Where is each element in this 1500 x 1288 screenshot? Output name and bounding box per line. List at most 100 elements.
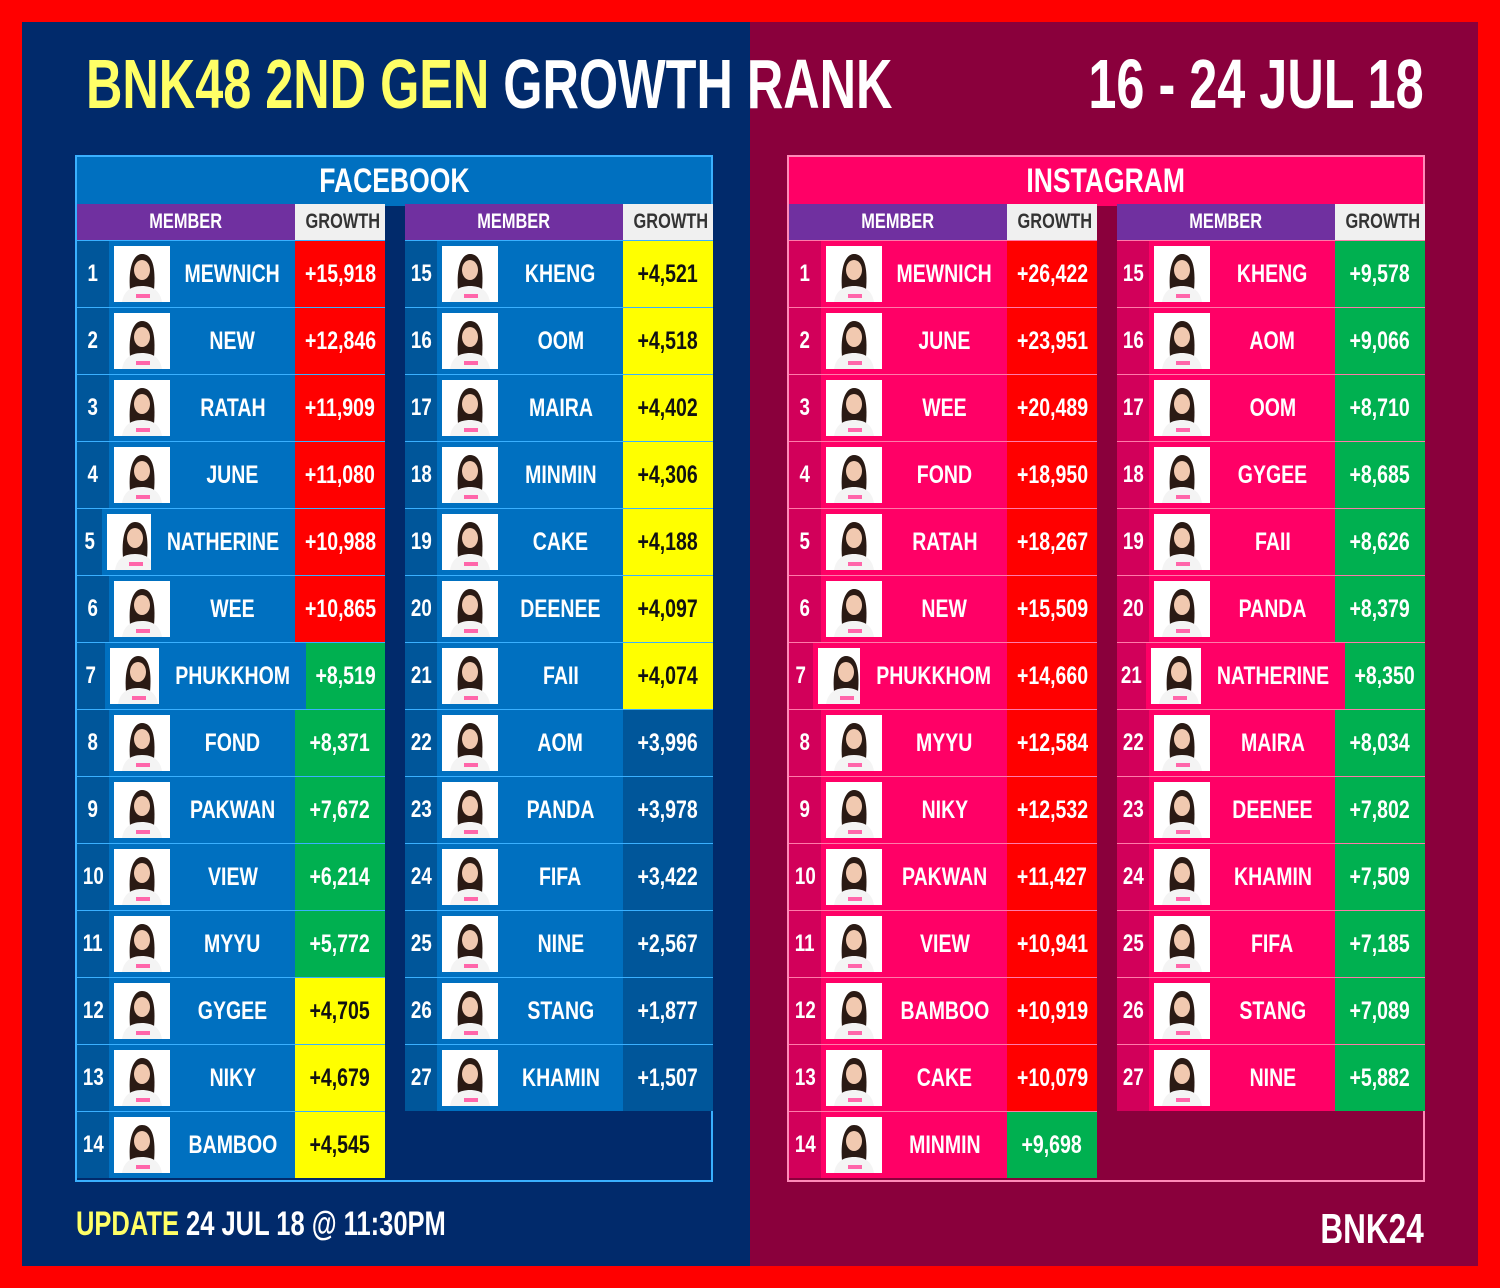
- rank: 18: [405, 442, 437, 508]
- title-highlight: BNK48 2ND GEN: [86, 45, 490, 123]
- growth-value-text: +8,350: [1354, 662, 1415, 690]
- growth-value-text: +9,578: [1349, 260, 1411, 288]
- growth-value-text: +7,185: [1349, 930, 1411, 958]
- growth-value-text: +5,882: [1349, 1064, 1411, 1092]
- growth-value: +1,507: [623, 1045, 713, 1111]
- member-name-text: STANG: [1239, 997, 1306, 1025]
- growth-value: +11,909: [295, 375, 385, 441]
- growth-value-text: +11,427: [1017, 863, 1087, 891]
- rank: 4: [77, 442, 109, 508]
- rank: 3: [77, 375, 109, 441]
- member-name: MYYU: [170, 911, 295, 977]
- member-name: RATAH: [882, 509, 1007, 575]
- member-name: BAMBOO: [170, 1112, 295, 1178]
- member-name: DEENEE: [1210, 777, 1335, 843]
- growth-value: +10,865: [295, 576, 385, 642]
- member-name-text: FIFA: [1251, 930, 1294, 958]
- member-name-text: OOM: [537, 327, 584, 355]
- member-name-text: KHENG: [525, 260, 596, 288]
- member-name: OOM: [498, 308, 623, 374]
- rank-text: 4: [87, 461, 99, 488]
- member-name: FIFA: [1210, 911, 1335, 977]
- growth-value: +8,379: [1335, 576, 1425, 642]
- member-name-text: PHUKKHOM: [875, 662, 991, 690]
- member-photo-icon: [826, 246, 882, 302]
- growth-value: +11,080: [295, 442, 385, 508]
- member-name-text: NIKY: [209, 1064, 256, 1092]
- growth-value: +10,919: [1007, 978, 1097, 1044]
- member-photo-icon: [114, 1117, 170, 1173]
- member-photo-icon: [114, 715, 170, 771]
- growth-value-text: +8,626: [1349, 528, 1411, 556]
- growth-header-text: GROWTH: [305, 210, 381, 233]
- growth-header: GROWTH: [1007, 204, 1097, 240]
- rank-text: 10: [794, 863, 816, 890]
- member-name-text: AOM: [1249, 327, 1296, 355]
- member-name-text: PHUKKHOM: [175, 662, 291, 690]
- growth-value: +8,350: [1344, 643, 1426, 709]
- growth-value-text: +4,097: [637, 595, 699, 623]
- instagram-title: INSTAGRAM: [789, 157, 1423, 206]
- table-header: MEMBER GROWTH: [77, 204, 385, 240]
- member-photo-icon: [1154, 514, 1210, 570]
- rank-text: 9: [87, 796, 99, 823]
- growth-value-text: +10,865: [305, 595, 377, 623]
- table-row: 5 RATAH +18,267: [789, 508, 1097, 575]
- member-photo-icon: [826, 313, 882, 369]
- member-name: NATHERINE: [1201, 643, 1345, 709]
- table-row: 8 FOND +8,371: [77, 709, 385, 776]
- member-photo-icon: [110, 648, 160, 704]
- growth-value: +4,188: [623, 509, 713, 575]
- rank-text: 17: [1122, 394, 1144, 421]
- brand-logo: BNK24: [1320, 1205, 1424, 1252]
- member-photo-icon: [442, 514, 498, 570]
- rank: 20: [1117, 576, 1149, 642]
- rank-text: 22: [1122, 729, 1144, 756]
- rank-text: 19: [1122, 528, 1144, 555]
- growth-value-text: +1,877: [637, 997, 699, 1025]
- rank-text: 27: [1122, 1064, 1144, 1091]
- member-name: STANG: [1210, 978, 1335, 1044]
- rank: 16: [1117, 308, 1149, 374]
- table-row: 12 GYGEE +4,705: [77, 977, 385, 1044]
- member-header-text: MEMBER: [149, 210, 223, 233]
- member-photo-icon: [1154, 916, 1210, 972]
- member-photo-icon: [442, 648, 498, 704]
- update-label: UPDATE: [76, 1205, 179, 1243]
- table-row: 25 FIFA +7,185: [1117, 910, 1425, 977]
- member-photo-icon: [826, 514, 882, 570]
- table-row: 10 PAKWAN +11,427: [789, 843, 1097, 910]
- member-photo-icon: [1154, 447, 1210, 503]
- rank-text: 20: [1122, 595, 1144, 622]
- table-row: 23 PANDA +3,978: [405, 776, 713, 843]
- growth-value: +2,567: [623, 911, 713, 977]
- growth-header: GROWTH: [623, 204, 713, 240]
- member-name: PAKWAN: [882, 844, 1007, 910]
- member-header: MEMBER: [405, 204, 623, 240]
- growth-value: +18,267: [1007, 509, 1097, 575]
- member-header: MEMBER: [1117, 204, 1335, 240]
- rank: 22: [1117, 710, 1149, 776]
- member-name: MINMIN: [882, 1112, 1007, 1178]
- instagram-panel: INSTAGRAM MEMBER GROWTH 1 MEWNICH +26,422 2 JU…: [787, 155, 1426, 1182]
- member-header: MEMBER: [789, 204, 1007, 240]
- member-photo-icon: [1154, 313, 1210, 369]
- facebook-table-1: MEMBER GROWTH 1 MEWNICH +15,918 2 NEW +12,846 3 R…: [77, 204, 385, 1178]
- table-row: 13 CAKE +10,079: [789, 1044, 1097, 1111]
- member-name-text: FIFA: [539, 863, 582, 891]
- rank-text: 9: [799, 796, 811, 823]
- member-name-text: MAIRA: [528, 394, 593, 422]
- member-photo-icon: [114, 313, 170, 369]
- member-name-text: MEWNICH: [896, 260, 993, 288]
- rank: 21: [1117, 643, 1146, 709]
- member-name: PANDA: [1210, 576, 1335, 642]
- member-name-text: PANDA: [526, 796, 595, 824]
- growth-value: +18,950: [1007, 442, 1097, 508]
- rank-text: 5: [799, 528, 811, 555]
- growth-value-text: +12,584: [1017, 729, 1089, 757]
- table-row: 24 FIFA +3,422: [405, 843, 713, 910]
- member-name: FIFA: [498, 844, 623, 910]
- table-row: 9 PAKWAN +7,672: [77, 776, 385, 843]
- growth-value: +4,705: [295, 978, 385, 1044]
- member-name: WEE: [882, 375, 1007, 441]
